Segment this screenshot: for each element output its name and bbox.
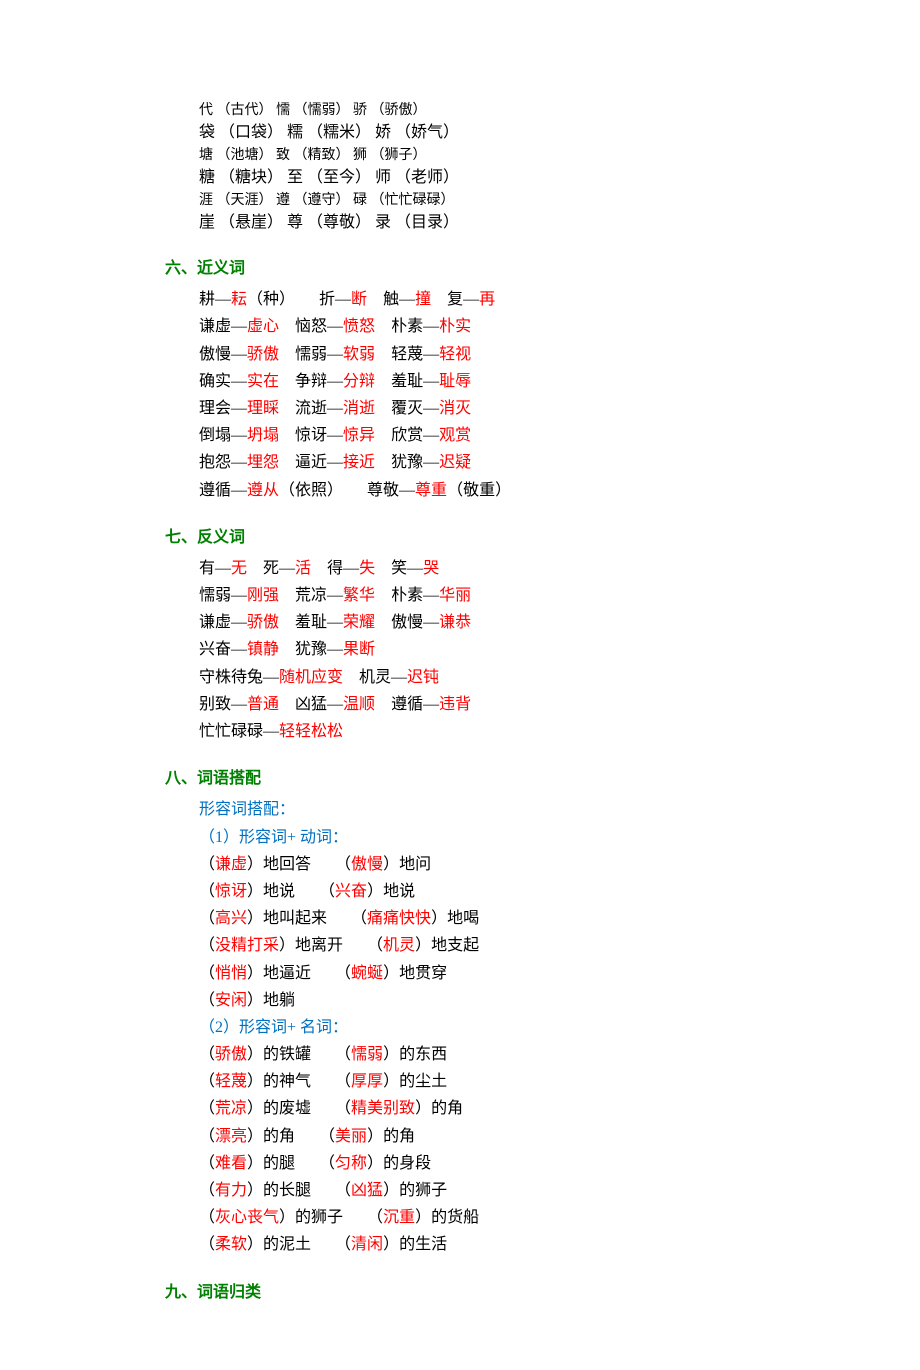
collocation-line: （没精打采）地离开 （机灵）地支起 (199, 932, 755, 959)
antonym-line: 懦弱—刚强 荒凉—繁华 朴素—华丽 (199, 582, 755, 609)
synonym-line: 耕—耘（种） 折—断 触—撞 复—再 (199, 286, 755, 313)
synonym-line: 倒塌—坍塌 惊讶—惊异 欣赏—观赏 (199, 422, 755, 449)
collocation-line: （高兴）地叫起来 （痛痛快快）地喝 (199, 905, 755, 932)
antonym-line: 有—无 死—活 得—失 笑—哭 (199, 555, 755, 582)
char-comparison-block: 代 （古代） 懦 （懦弱） 骄 （骄傲）袋 （口袋） 糯 （糯米） 娇 （娇气）… (199, 100, 755, 235)
collocation-line: （骄傲）的铁罐 （懦弱）的东西 (199, 1041, 755, 1068)
antonym-line: 别致—普通 凶猛—温顺 遵循—违背 (199, 691, 755, 718)
collocation-line: （灰心丧气）的狮子 （沉重）的货船 (199, 1204, 755, 1231)
char-row: 崖 （悬崖） 尊 （尊敬） 录 （目录） (199, 211, 755, 235)
synonym-line: 傲慢—骄傲 懦弱—软弱 轻蔑—轻视 (199, 341, 755, 368)
char-row: 糖 （糖块） 至 （至今） 师 （老师） (199, 166, 755, 190)
char-row: 袋 （口袋） 糯 （糯米） 娇 （娇气） (199, 121, 755, 145)
synonym-line: 抱怨—埋怨 逼近—接近 犹豫—迟疑 (199, 449, 755, 476)
collocation-line: （漂亮）的角 （美丽）的角 (199, 1123, 755, 1150)
collocation-group1: （谦虚）地回答 （傲慢）地问（惊讶）地说 （兴奋）地说（高兴）地叫起来 （痛痛快… (165, 851, 755, 1014)
collocation-group2: （骄傲）的铁罐 （懦弱）的东西（轻蔑）的神气 （厚厚）的尘土（荒凉）的废墟 （精… (165, 1041, 755, 1259)
collocation-line: （谦虚）地回答 （傲慢）地问 (199, 851, 755, 878)
collocation-line: （轻蔑）的神气 （厚厚）的尘土 (199, 1068, 755, 1095)
antonym-line: 兴奋—镇静 犹豫—果断 (199, 636, 755, 663)
char-row: 代 （古代） 懦 （懦弱） 骄 （骄傲） (199, 100, 755, 121)
collocation-line: （惊讶）地说 （兴奋）地说 (199, 878, 755, 905)
collocation-line: （有力）的长腿 （凶猛）的狮子 (199, 1177, 755, 1204)
section-eight-title: 八、词语搭配 (165, 765, 755, 792)
synonyms-body: 耕—耘（种） 折—断 触—撞 复—再谦虚—虚心 恼怒—愤怒 朴素—朴实傲慢—骄傲… (165, 286, 755, 504)
antonym-line: 忙忙碌碌—轻轻松松 (199, 718, 755, 745)
synonym-line: 确实—实在 争辩—分辩 羞耻—耻辱 (199, 368, 755, 395)
collocation-line: （柔软）的泥土 （清闲）的生活 (199, 1231, 755, 1258)
synonym-line: 理会—理睬 流逝—消逝 覆灭—消灭 (199, 395, 755, 422)
antonym-line: 谦虚—骄傲 羞耻—荣耀 傲慢—谦恭 (199, 609, 755, 636)
collocation-line: （安闲）地躺 (199, 987, 755, 1014)
synonym-line: 谦虚—虚心 恼怒—愤怒 朴素—朴实 (199, 313, 755, 340)
section-seven-title: 七、反义词 (165, 524, 755, 551)
section-eight-sub2: （1）形容词+ 动词： (199, 824, 755, 851)
collocation-line: （悄悄）地逼近 （蜿蜒）地贯穿 (199, 960, 755, 987)
collocation-line: （荒凉）的废墟 （精美别致）的角 (199, 1095, 755, 1122)
collocation-line: （难看）的腿 （匀称）的身段 (199, 1150, 755, 1177)
section-eight-sub1: 形容词搭配： (199, 796, 755, 823)
synonym-line: 遵循—遵从（依照） 尊敬—尊重（敬重） (199, 477, 755, 504)
antonyms-body: 有—无 死—活 得—失 笑—哭懦弱—刚强 荒凉—繁华 朴素—华丽谦虚—骄傲 羞耻… (165, 555, 755, 745)
char-row: 涯 （天涯） 遵 （遵守） 碌 （忙忙碌碌） (199, 190, 755, 211)
char-row: 塘 （池塘） 致 （精致） 狮 （狮子） (199, 145, 755, 166)
section-six-title: 六、近义词 (165, 255, 755, 282)
antonym-line: 守株待兔—随机应变 机灵—迟钝 (199, 664, 755, 691)
section-eight-sub3: （2）形容词+ 名词： (199, 1014, 755, 1041)
